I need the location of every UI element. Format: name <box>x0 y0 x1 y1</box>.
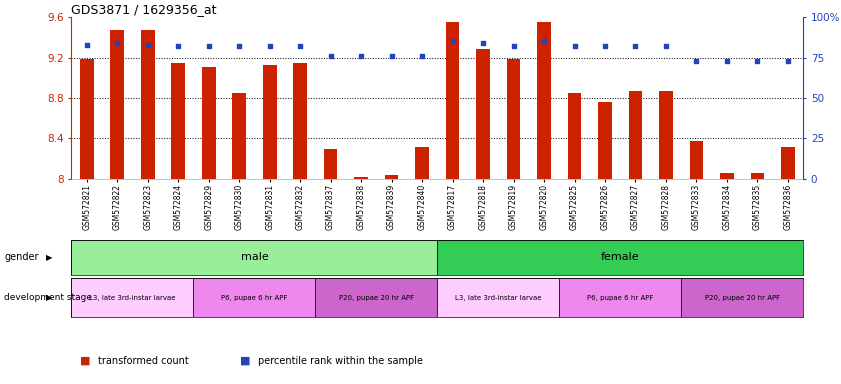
Bar <box>446 22 459 179</box>
Text: female: female <box>601 252 639 262</box>
Text: male: male <box>241 252 268 262</box>
Bar <box>681 278 803 317</box>
Text: ■: ■ <box>240 356 250 366</box>
Point <box>690 58 703 64</box>
Bar <box>315 278 437 317</box>
Text: ■: ■ <box>80 356 90 366</box>
Point <box>415 53 429 59</box>
Text: L3, late 3rd-instar larvae: L3, late 3rd-instar larvae <box>89 295 176 301</box>
Point <box>263 43 277 50</box>
Text: GDS3871 / 1629356_at: GDS3871 / 1629356_at <box>71 3 217 16</box>
Bar <box>140 30 155 179</box>
Point <box>629 43 643 50</box>
Point <box>598 43 611 50</box>
Point <box>294 43 307 50</box>
Bar <box>354 177 368 179</box>
Point <box>80 41 93 48</box>
Bar <box>568 93 581 179</box>
Text: P6, pupae 6 hr APF: P6, pupae 6 hr APF <box>587 295 653 301</box>
Text: transformed count: transformed count <box>98 356 189 366</box>
Bar <box>232 93 246 179</box>
Bar <box>193 278 315 317</box>
Point <box>385 53 399 59</box>
Point <box>354 53 368 59</box>
Point <box>446 38 459 45</box>
Point <box>751 58 764 64</box>
Text: development stage: development stage <box>4 293 93 302</box>
Bar <box>506 59 521 179</box>
Point <box>659 43 673 50</box>
Point <box>172 43 185 50</box>
Point <box>568 43 581 50</box>
Bar <box>110 30 124 179</box>
Bar <box>750 172 764 179</box>
Bar <box>598 102 612 179</box>
Text: ▶: ▶ <box>46 253 53 262</box>
Bar <box>262 65 277 179</box>
Bar <box>690 141 703 179</box>
Point <box>537 38 551 45</box>
Bar <box>628 91 643 179</box>
Point <box>781 58 795 64</box>
Text: P20, pupae 20 hr APF: P20, pupae 20 hr APF <box>339 295 414 301</box>
Bar <box>324 149 337 179</box>
Text: percentile rank within the sample: percentile rank within the sample <box>258 356 423 366</box>
Bar <box>559 278 681 317</box>
Bar <box>659 91 673 179</box>
Point <box>476 40 489 46</box>
Bar <box>202 67 215 179</box>
Bar <box>476 48 490 179</box>
Text: ▶: ▶ <box>46 293 53 302</box>
Point <box>141 41 155 48</box>
Point <box>507 43 521 50</box>
Text: gender: gender <box>4 252 39 262</box>
Point <box>232 43 246 50</box>
Bar <box>71 278 193 317</box>
Bar <box>80 59 93 179</box>
Text: L3, late 3rd-instar larvae: L3, late 3rd-instar larvae <box>455 295 542 301</box>
Bar <box>172 63 185 179</box>
Point <box>202 43 215 50</box>
Bar <box>384 175 399 179</box>
Bar <box>720 172 734 179</box>
Text: P6, pupae 6 hr APF: P6, pupae 6 hr APF <box>221 295 288 301</box>
Bar <box>294 63 307 179</box>
Bar <box>71 240 437 275</box>
Point <box>110 40 124 46</box>
Point <box>720 58 733 64</box>
Text: P20, pupae 20 hr APF: P20, pupae 20 hr APF <box>705 295 780 301</box>
Bar <box>537 22 551 179</box>
Bar <box>781 147 795 179</box>
Bar <box>415 147 429 179</box>
Bar <box>437 278 559 317</box>
Bar <box>437 240 803 275</box>
Point <box>324 53 337 59</box>
